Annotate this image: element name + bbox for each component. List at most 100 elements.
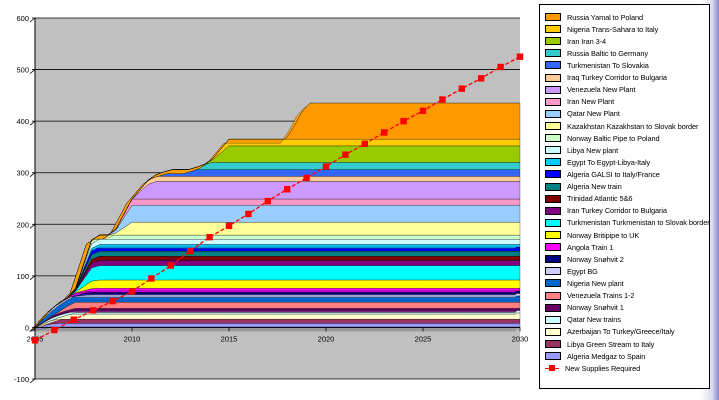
new-supplies-marker xyxy=(225,222,233,230)
legend-swatch xyxy=(545,49,561,58)
legend-entry: Algeria New train xyxy=(545,181,709,193)
legend-entry: Turkmenistan To Slovakia xyxy=(545,59,709,71)
legend-entry: Kazakhstan Kazakhstan to Slovak border xyxy=(545,120,709,132)
legend-entry: Norway Snøhvit 2 xyxy=(545,253,709,265)
new-supplies-marker xyxy=(70,316,77,323)
legend-entry: Qatar New Plant xyxy=(545,108,709,120)
new-supplies-marker xyxy=(264,197,271,205)
new-supplies-marker xyxy=(419,107,427,115)
new-supplies-marker xyxy=(187,247,194,255)
legend-entry: Algeria Medgaz to Spain xyxy=(545,350,709,362)
legend-swatch xyxy=(545,13,561,22)
x-tick-label: 2020 xyxy=(318,334,335,343)
new-supplies-marker xyxy=(284,186,291,193)
legend-entry: Iran New Plant xyxy=(545,96,709,108)
new-supplies-marker xyxy=(322,163,330,170)
legend-entry: Norway Snøhvit 1 xyxy=(545,302,709,314)
legend-entry: Turkmenistan Turkmenistan to Slovak bord… xyxy=(545,217,710,229)
legend-entry: Iraq Turkey Corridor to Bulgaria xyxy=(545,72,709,84)
legend-swatch xyxy=(545,146,561,155)
new-supplies-marker xyxy=(458,85,465,92)
legend-label: Venezuela Trains 1-2 xyxy=(567,291,635,301)
legend-label: Norway Britipipe to UK xyxy=(567,230,640,240)
legend-swatch xyxy=(545,194,561,203)
gridline-depth xyxy=(29,172,36,178)
new-supplies-marker xyxy=(148,275,155,282)
gridline-depth xyxy=(29,275,36,281)
legend-entry: New Supplies Required xyxy=(545,362,709,374)
new-supplies-marker xyxy=(439,96,446,103)
legend-label: Iraq Turkey Corridor to Bulgaria xyxy=(567,73,667,83)
legend-swatch xyxy=(545,315,561,324)
gridline-depth xyxy=(29,17,36,23)
legend-swatch xyxy=(545,291,561,300)
x-tick-label: 2015 xyxy=(221,334,238,343)
new-supplies-marker xyxy=(400,117,407,125)
gridline-depth xyxy=(29,69,36,74)
legend-swatch xyxy=(545,218,561,227)
legend-entry: Nigeria New plant xyxy=(545,277,709,289)
y-tick-label: 200 xyxy=(16,220,29,229)
x-tick-label: 2025 xyxy=(415,334,432,343)
legend-swatch xyxy=(545,73,561,82)
new-supplies-marker xyxy=(516,53,524,60)
y-tick-label: 400 xyxy=(16,117,29,126)
legend-entry: Norway Britipipe to UK xyxy=(545,229,709,241)
legend-swatch xyxy=(545,61,561,70)
legend-swatch xyxy=(545,267,561,276)
new-supplies-marker xyxy=(31,337,39,344)
legend-entry: Nigeria Trans-Sahara to Italy xyxy=(545,23,709,35)
legend-label: Algeria GALSI to Italy/France xyxy=(567,169,660,179)
legend-entry: Iran Iran 3-4 xyxy=(545,35,709,47)
legend-swatch xyxy=(545,182,561,191)
legend-entry: Algeria GALSI to Italy/France xyxy=(545,168,709,180)
legend-entry: Egypt BG xyxy=(545,265,709,277)
legend-swatch xyxy=(545,327,561,336)
y-tick-label: -100 xyxy=(14,375,29,384)
legend-swatch xyxy=(545,25,561,34)
new-supplies-marker xyxy=(90,307,97,314)
legend-label: Libya New plant xyxy=(567,145,619,155)
legend-label: Azerbaijan To Turkey/Greece/Italy xyxy=(567,327,675,337)
area-algeria-medgaz-to-spain xyxy=(34,323,521,328)
legend-label: Egypt BG xyxy=(567,266,598,276)
gridline-depth xyxy=(29,120,36,126)
legend-label: Russia Baltic to Germany xyxy=(567,48,648,58)
legend-label: Kazakhstan Kazakhstan to Slovak border xyxy=(567,121,699,131)
legend-swatch xyxy=(545,134,561,143)
legend-entry: Russia Yamal to Poland xyxy=(545,11,709,23)
legend-label: Turkmenistan Turkmenistan to Slovak bord… xyxy=(567,218,710,228)
legend-line-marker xyxy=(545,364,559,372)
legend-label: Russia Yamal to Poland xyxy=(567,12,643,22)
legend-swatch xyxy=(545,279,561,288)
new-supplies-line xyxy=(31,53,524,344)
legend-entry: Trinidad Atlantic 5&6 xyxy=(545,193,709,205)
new-supplies-marker xyxy=(361,140,368,148)
legend-entry: Azerbaijan To Turkey/Greece/Italy xyxy=(545,326,709,338)
new-supplies-marker xyxy=(303,174,310,182)
legend-swatch xyxy=(545,255,561,264)
y-tick-label: 300 xyxy=(16,169,29,178)
area-russia-yamal-to-poland xyxy=(34,102,521,328)
new-supplies-path xyxy=(34,56,521,341)
legend-swatch xyxy=(545,352,561,361)
legend-entry: Venezuela New Plant xyxy=(545,84,709,96)
legend-swatch xyxy=(545,303,561,312)
legend: Russia Yamal to Poland Nigeria Trans-Saha… xyxy=(539,4,710,389)
legend-swatch xyxy=(545,231,561,240)
legend-entry: Angola Train 1 xyxy=(545,241,709,253)
y-tick-label: 100 xyxy=(16,272,29,281)
legend-swatch xyxy=(545,158,561,167)
legend-label: Iran Iran 3-4 xyxy=(567,36,606,46)
new-supplies-marker xyxy=(478,75,485,82)
legend-swatch xyxy=(545,340,561,348)
y-tick-label: 500 xyxy=(16,66,29,75)
legend-entry: Venezuela Trains 1-2 xyxy=(545,290,709,302)
new-supplies-marker xyxy=(51,326,58,334)
legend-entry: Libya Green Stream to Italy xyxy=(545,338,709,350)
legend-swatch xyxy=(545,97,561,106)
gridline-depth xyxy=(29,378,36,384)
legend-entry: Qatar New trains xyxy=(545,314,709,326)
